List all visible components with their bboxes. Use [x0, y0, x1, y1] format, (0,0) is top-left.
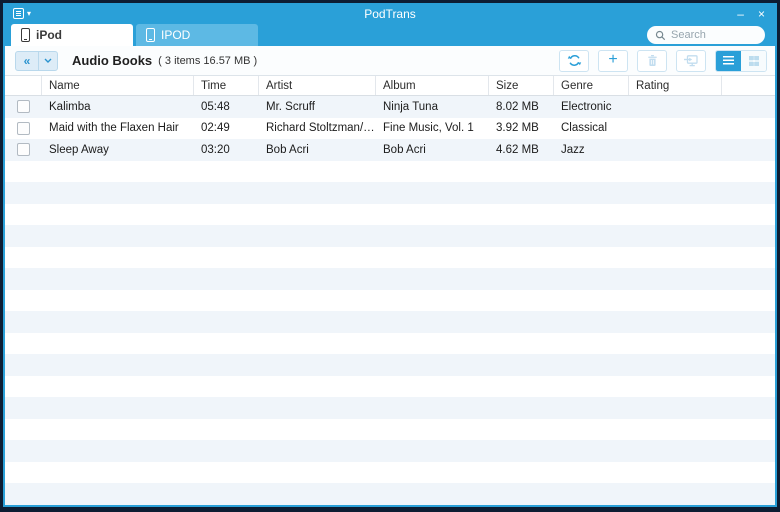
row-checkbox[interactable]	[17, 100, 30, 114]
cell-album: Ninja Tuna	[383, 100, 438, 113]
grid-view-button[interactable]	[741, 50, 766, 71]
cell-size: 8.02 MB	[496, 100, 539, 113]
list-view-icon	[723, 56, 734, 65]
refresh-button[interactable]	[559, 49, 589, 72]
podtrans-window: ▾ PodTrans – × iPod IPOD	[3, 3, 777, 507]
back-split-button[interactable]: «	[15, 50, 58, 71]
tab-ipod-secondary[interactable]: IPOD	[136, 24, 258, 46]
empty-row	[5, 376, 775, 398]
empty-row	[5, 247, 775, 269]
column-header-genre[interactable]: Genre	[554, 76, 629, 95]
view-mode-toggle	[715, 49, 767, 72]
empty-row	[5, 505, 775, 506]
search-placeholder: Search	[671, 29, 706, 41]
section-title: Audio Books	[72, 53, 153, 68]
select-all-header-cell[interactable]	[5, 76, 42, 95]
table-row[interactable]: Maid with the Flaxen Hair 02:49 Richard …	[5, 118, 775, 140]
add-button[interactable]: +	[598, 49, 628, 72]
refresh-icon	[567, 55, 581, 66]
export-to-device-icon	[684, 55, 698, 67]
column-header-artist[interactable]: Artist	[259, 76, 376, 95]
empty-row	[5, 290, 775, 312]
grid-view-icon	[748, 55, 759, 66]
ipod-device-icon	[146, 28, 155, 42]
table-row[interactable]: Sleep Away 03:20 Bob Acri Bob Acri 4.62 …	[5, 139, 775, 161]
column-header-filler	[722, 76, 775, 95]
tab-ipod-active[interactable]: iPod	[11, 24, 133, 46]
minimize-button[interactable]: –	[737, 6, 744, 21]
empty-row	[5, 483, 775, 505]
column-header-time[interactable]: Time	[194, 76, 259, 95]
window-title: PodTrans	[364, 6, 416, 21]
empty-row	[5, 161, 775, 183]
empty-row	[5, 311, 775, 333]
cell-genre: Electronic	[561, 100, 612, 113]
empty-row	[5, 462, 775, 484]
track-list: Kalimba 05:48 Mr. Scruff Ninja Tuna 8.02…	[5, 96, 775, 505]
empty-row	[5, 225, 775, 247]
empty-rows-container	[5, 161, 775, 506]
app-menu-icon	[13, 8, 24, 19]
cell-time: 05:48	[201, 100, 230, 113]
empty-row	[5, 268, 775, 290]
close-button[interactable]: ×	[757, 6, 765, 21]
list-view-button[interactable]	[716, 50, 741, 71]
cell-artist: Richard Stoltzman/Slo...	[266, 122, 376, 135]
empty-row	[5, 397, 775, 419]
plus-icon: +	[608, 50, 618, 68]
cell-name: Kalimba	[49, 100, 91, 113]
tab-label: IPOD	[161, 28, 191, 42]
export-to-device-button[interactable]	[676, 49, 706, 72]
toolbar: « Audio Books ( 3 items 16.57 MB )	[5, 46, 775, 76]
trash-icon	[647, 55, 657, 66]
cell-genre: Jazz	[561, 143, 585, 156]
empty-row	[5, 204, 775, 226]
column-header-album[interactable]: Album	[376, 76, 489, 95]
cell-genre: Classical	[561, 122, 608, 135]
search-icon	[655, 30, 666, 40]
cell-album: Fine Music, Vol. 1	[383, 122, 474, 135]
cell-time: 03:20	[201, 143, 230, 156]
column-header-size[interactable]: Size	[489, 76, 554, 95]
empty-row	[5, 333, 775, 355]
table-header: Name Time Artist Album Size Genre Rating	[5, 76, 775, 96]
app-menu-button[interactable]: ▾	[13, 8, 31, 19]
history-dropdown-button[interactable]	[39, 58, 57, 63]
chevron-down-icon	[44, 58, 52, 63]
cell-size: 3.92 MB	[496, 122, 539, 135]
section-item-count: ( 3 items 16.57 MB )	[158, 54, 258, 67]
empty-row	[5, 440, 775, 462]
cell-artist: Bob Acri	[266, 143, 309, 156]
title-bar: ▾ PodTrans – ×	[5, 3, 775, 24]
divider	[38, 51, 39, 70]
cell-name: Sleep Away	[49, 143, 109, 156]
cell-artist: Mr. Scruff	[266, 100, 315, 113]
cell-size: 4.62 MB	[496, 143, 539, 156]
cell-time: 02:49	[201, 122, 230, 135]
tab-label: iPod	[36, 28, 62, 42]
column-header-rating[interactable]: Rating	[629, 76, 722, 95]
toolbar-actions: +	[559, 49, 767, 72]
cell-album: Bob Acri	[383, 143, 426, 156]
empty-row	[5, 182, 775, 204]
back-icon[interactable]: «	[23, 53, 31, 68]
device-tab-bar: iPod IPOD Search	[5, 24, 775, 46]
row-checkbox[interactable]	[17, 143, 30, 157]
search-input[interactable]: Search	[647, 26, 765, 44]
empty-row	[5, 354, 775, 376]
cell-name: Maid with the Flaxen Hair	[49, 122, 179, 135]
row-checkbox[interactable]	[17, 121, 30, 135]
ipod-device-icon	[21, 28, 30, 42]
column-header-name[interactable]: Name	[42, 76, 194, 95]
table-row[interactable]: Kalimba 05:48 Mr. Scruff Ninja Tuna 8.02…	[5, 96, 775, 118]
chevron-down-icon: ▾	[27, 8, 32, 18]
empty-row	[5, 419, 775, 441]
window-controls: – ×	[737, 8, 775, 20]
delete-button[interactable]	[637, 49, 667, 72]
